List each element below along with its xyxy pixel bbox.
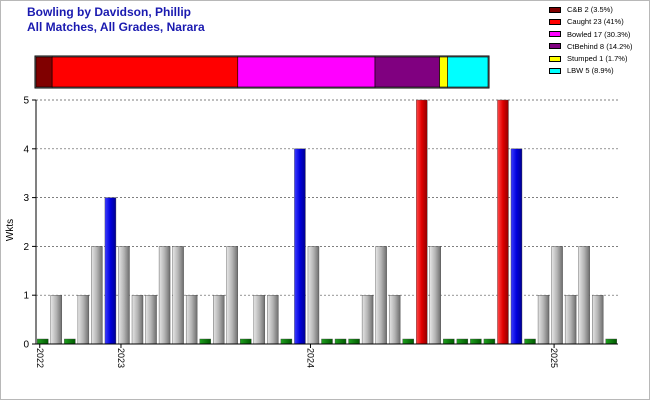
bar-20: [307, 246, 320, 345]
bar-23: [348, 338, 360, 345]
bar-2: [64, 338, 76, 345]
legend-label-ctbehind: CtBehind 8 (14.2%): [567, 41, 633, 51]
legend-item-stumped: Stumped 1 (1.7%): [549, 53, 649, 64]
bar-38: [551, 246, 563, 345]
x-axis-ticks: 2022 2023 2024 2025: [35, 344, 559, 368]
legend-swatch-bowled: [549, 31, 561, 38]
bar-27: [402, 338, 414, 345]
bar-40: [578, 246, 590, 345]
dismissal-segment-1: [51, 56, 239, 88]
bar-30: [443, 338, 455, 345]
x-tick-label-2023: 2023: [116, 348, 126, 368]
bar-36: [524, 338, 536, 345]
legend-label-bowled: Bowled 17 (30.3%): [567, 29, 631, 39]
bars: [37, 99, 617, 345]
dismissal-segment-0: [35, 56, 53, 88]
legend-label-stumped: Stumped 1 (1.7%): [567, 54, 628, 64]
bar-17: [267, 295, 279, 345]
dismissal-segment-4: [439, 56, 448, 88]
bar-42: [605, 338, 617, 345]
legend-item-ctbehind: CtBehind 8 (14.2%): [549, 41, 649, 52]
bar-7: [131, 295, 144, 345]
bar-34: [497, 99, 509, 345]
bar-39: [564, 295, 577, 345]
chart-title: Bowling by Davidson, Phillip: [27, 5, 192, 19]
legend-swatch-ctbehind: [549, 43, 561, 50]
legend-label-caught: Caught 23 (41%): [567, 17, 624, 27]
bar-29: [429, 246, 441, 345]
legend-item-cb: C&B 2 (3.5%): [549, 4, 649, 15]
bar-22: [334, 338, 347, 345]
bar-33: [483, 338, 496, 345]
bar-37: [537, 295, 550, 345]
bar-1: [50, 295, 63, 345]
dismissal-segment-3: [374, 56, 440, 88]
bar-10: [172, 246, 184, 345]
bar-18: [280, 338, 293, 345]
y-tick-label-2: 2: [23, 242, 29, 253]
bar-16: [253, 295, 266, 345]
bar-41: [591, 295, 604, 345]
y-tick-label-5: 5: [23, 96, 29, 107]
bar-28: [416, 99, 428, 345]
bar-24: [361, 295, 374, 345]
legend-swatch-cb: [549, 6, 561, 13]
bar-19: [294, 148, 306, 345]
y-tick-label-3: 3: [23, 193, 29, 204]
dismissal-bar-frame: [34, 55, 490, 89]
legend-swatch-caught: [549, 18, 561, 25]
bar-21: [321, 338, 333, 345]
legend-swatch-stumped: [549, 55, 561, 62]
y-axis-ticks: 0 1 2 3 4 5: [23, 96, 36, 351]
legend-item-lbw: LBW 5 (8.9%): [549, 65, 649, 76]
bar-12: [199, 338, 211, 345]
chart-subtitle: All Matches, All Grades, Narara: [27, 20, 205, 34]
legend-item-caught: Caught 23 (41%): [549, 16, 649, 27]
bar-3: [77, 295, 90, 345]
y-tick-label-4: 4: [23, 144, 29, 155]
legend: C&B 2 (3.5%) Caught 23 (41%) Bowled 17 (…: [549, 4, 649, 78]
legend-label-lbw: LBW 5 (8.9%): [567, 66, 614, 76]
dismissal-segment-5: [447, 56, 489, 88]
bar-26: [388, 295, 401, 345]
dismissal-segment-2: [237, 56, 376, 88]
bar-31: [456, 338, 469, 345]
bar-9: [158, 246, 171, 345]
bar-32: [470, 338, 482, 345]
dismissal-bar: [35, 56, 489, 88]
bar-5: [104, 197, 117, 345]
legend-label-cb: C&B 2 (3.5%): [567, 5, 613, 14]
bar-25: [375, 246, 387, 345]
bar-6: [118, 246, 130, 345]
x-tick-label-2025: 2025: [549, 348, 559, 368]
y-tick-label-1: 1: [23, 291, 29, 302]
bar-14: [226, 246, 238, 345]
bar-0: [37, 338, 49, 345]
y-tick-label-0: 0: [23, 340, 29, 351]
bar-13: [213, 295, 225, 345]
bar-8: [145, 295, 157, 345]
bar-4: [91, 246, 103, 345]
x-tick-label-2022: 2022: [35, 348, 45, 368]
bar-35: [510, 148, 523, 345]
bar-15: [240, 338, 252, 345]
legend-swatch-lbw: [549, 67, 561, 74]
y-axis-label: Wkts: [5, 219, 16, 241]
bar-11: [185, 295, 198, 345]
x-tick-label-2024: 2024: [305, 348, 315, 368]
legend-item-bowled: Bowled 17 (30.3%): [549, 29, 649, 40]
